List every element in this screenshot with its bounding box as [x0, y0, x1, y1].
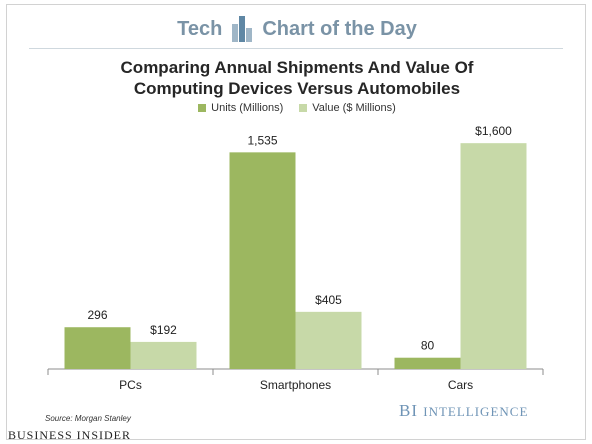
x-tick-label-pcs: PCs	[119, 378, 142, 392]
bi-intelligence-brand: BI Intelligence	[399, 401, 528, 421]
header-chart-of-the-day-label: Chart of the Day	[262, 17, 417, 40]
header-divider	[29, 48, 563, 49]
x-tick-label-cars: Cars	[448, 378, 473, 392]
data-label-smartphones-value: $405	[315, 293, 342, 307]
legend-label-value: Value ($ Millions)	[312, 102, 396, 114]
chart-title-line-2: Computing Devices Versus Automobiles	[133, 79, 461, 98]
chart-header: Tech Chart of the Day	[7, 11, 587, 47]
data-label-smartphones-units: 1,535	[247, 133, 277, 147]
bar-cars-units	[394, 357, 461, 369]
x-tick-label-smartphones: Smartphones	[260, 378, 331, 392]
bi-brand-letters: BI	[399, 401, 418, 420]
header-tech-label: Tech	[177, 17, 223, 40]
bar-cars-value	[460, 143, 527, 369]
bar-pcs-value	[130, 341, 197, 369]
legend-item-units: Units (Millions)	[198, 102, 283, 114]
chart-legend: Units (Millions) Value ($ Millions)	[7, 102, 587, 114]
chart-source: Source: Morgan Stanley	[45, 414, 131, 423]
data-label-pcs-value: $192	[150, 323, 177, 337]
chart-title: Comparing Annual Shipments And Value Of …	[7, 57, 587, 99]
legend-swatch-value	[299, 104, 308, 112]
data-label-cars-units: 80	[421, 339, 435, 353]
bar-pcs-units	[64, 327, 131, 369]
chart-title-line-1: Comparing Annual Shipments And Value Of	[120, 58, 474, 77]
bi-brand-intelligence: Intelligence	[423, 404, 529, 419]
data-label-cars-value: $1,600	[475, 124, 512, 138]
legend-label-units: Units (Millions)	[211, 102, 284, 114]
bar-smartphones-value	[295, 311, 362, 369]
legend-swatch-units	[198, 104, 207, 112]
legend-item-value: Value ($ Millions)	[299, 102, 396, 114]
bar-chart-logo-icon	[232, 16, 253, 42]
bar-smartphones-units	[229, 152, 296, 369]
business-insider-logo: Business Insider	[8, 428, 132, 442]
data-label-pcs-units: 296	[87, 308, 107, 322]
